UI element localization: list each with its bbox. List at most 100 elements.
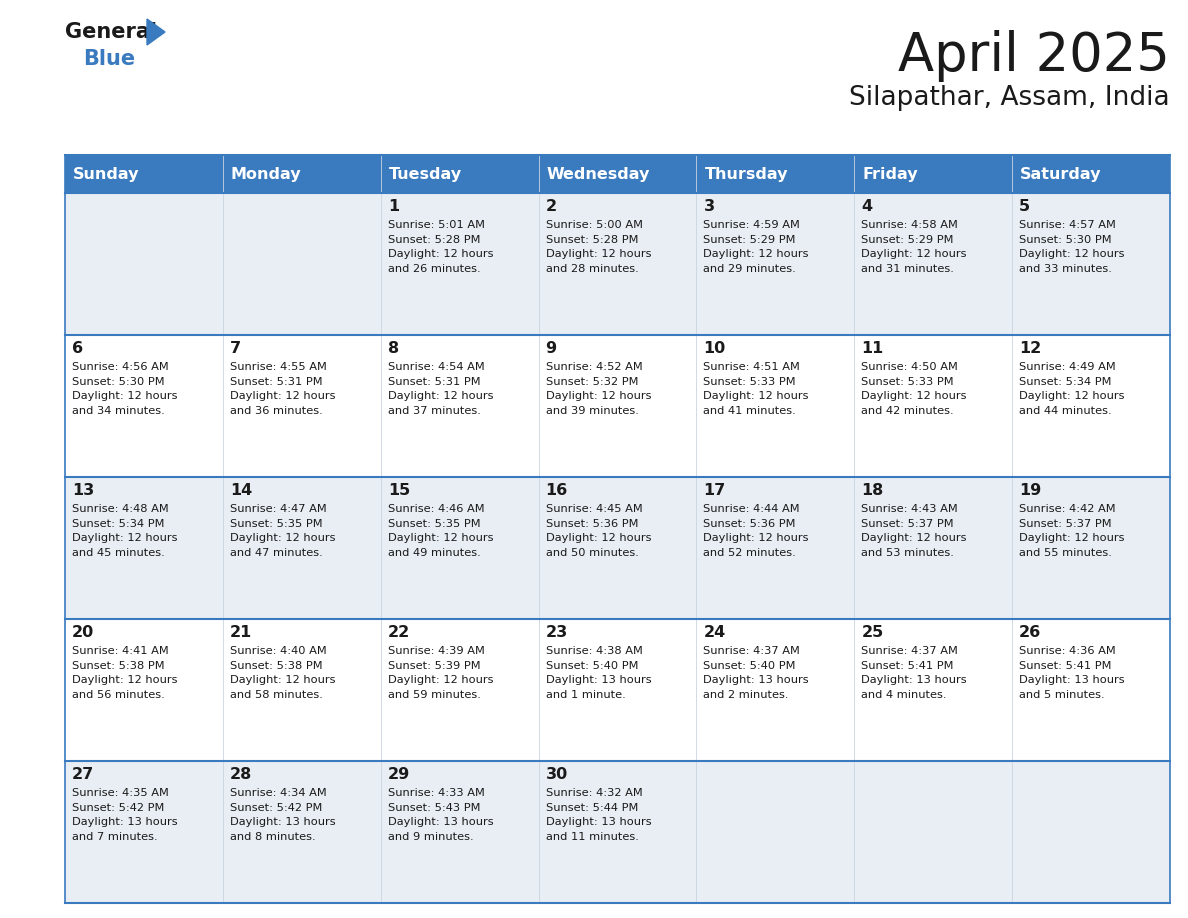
Text: 23: 23: [545, 625, 568, 640]
Text: Daylight: 12 hours: Daylight: 12 hours: [72, 391, 177, 401]
Text: Daylight: 12 hours: Daylight: 12 hours: [229, 391, 335, 401]
Text: Daylight: 12 hours: Daylight: 12 hours: [387, 250, 493, 259]
Text: April 2025: April 2025: [898, 30, 1170, 82]
Text: Daylight: 12 hours: Daylight: 12 hours: [229, 533, 335, 543]
Text: Sunset: 5:40 PM: Sunset: 5:40 PM: [703, 661, 796, 671]
Text: Sunrise: 4:51 AM: Sunrise: 4:51 AM: [703, 363, 801, 373]
Text: and 50 minutes.: and 50 minutes.: [545, 548, 638, 558]
Text: Sunset: 5:35 PM: Sunset: 5:35 PM: [387, 519, 480, 529]
Text: Daylight: 12 hours: Daylight: 12 hours: [861, 250, 967, 259]
Text: Sunset: 5:37 PM: Sunset: 5:37 PM: [1019, 519, 1112, 529]
Text: Sunset: 5:35 PM: Sunset: 5:35 PM: [229, 519, 322, 529]
Text: Sunrise: 4:47 AM: Sunrise: 4:47 AM: [229, 504, 327, 514]
Text: Sunrise: 4:49 AM: Sunrise: 4:49 AM: [1019, 363, 1116, 373]
Text: 10: 10: [703, 341, 726, 356]
Text: Sunset: 5:28 PM: Sunset: 5:28 PM: [545, 235, 638, 245]
Text: Sunset: 5:42 PM: Sunset: 5:42 PM: [229, 802, 322, 812]
Text: Daylight: 12 hours: Daylight: 12 hours: [703, 250, 809, 259]
Text: and 55 minutes.: and 55 minutes.: [1019, 548, 1112, 558]
Text: Sunrise: 4:46 AM: Sunrise: 4:46 AM: [387, 504, 485, 514]
Text: 19: 19: [1019, 483, 1042, 498]
Text: and 39 minutes.: and 39 minutes.: [545, 406, 638, 416]
Text: Sunset: 5:41 PM: Sunset: 5:41 PM: [861, 661, 954, 671]
Text: Monday: Monday: [230, 166, 302, 182]
Text: and 7 minutes.: and 7 minutes.: [72, 832, 158, 842]
Text: and 31 minutes.: and 31 minutes.: [861, 263, 954, 274]
Text: Daylight: 12 hours: Daylight: 12 hours: [861, 533, 967, 543]
Text: Sunrise: 4:58 AM: Sunrise: 4:58 AM: [861, 220, 959, 230]
Text: Sunset: 5:39 PM: Sunset: 5:39 PM: [387, 661, 480, 671]
Bar: [65, 193, 1170, 335]
Text: Sunset: 5:34 PM: Sunset: 5:34 PM: [72, 519, 164, 529]
Text: Daylight: 13 hours: Daylight: 13 hours: [861, 676, 967, 685]
Text: Sunset: 5:31 PM: Sunset: 5:31 PM: [229, 376, 322, 386]
Text: Sunrise: 4:44 AM: Sunrise: 4:44 AM: [703, 504, 800, 514]
Text: 13: 13: [72, 483, 94, 498]
Text: Sunset: 5:32 PM: Sunset: 5:32 PM: [545, 376, 638, 386]
Text: Sunset: 5:29 PM: Sunset: 5:29 PM: [861, 235, 954, 245]
Text: Sunrise: 4:45 AM: Sunrise: 4:45 AM: [545, 504, 643, 514]
Text: Sunrise: 4:43 AM: Sunrise: 4:43 AM: [861, 504, 958, 514]
Text: Daylight: 12 hours: Daylight: 12 hours: [72, 533, 177, 543]
Text: Sunset: 5:37 PM: Sunset: 5:37 PM: [861, 519, 954, 529]
Text: and 5 minutes.: and 5 minutes.: [1019, 689, 1105, 700]
Text: Daylight: 12 hours: Daylight: 12 hours: [387, 391, 493, 401]
Text: Daylight: 12 hours: Daylight: 12 hours: [72, 676, 177, 685]
Text: Daylight: 13 hours: Daylight: 13 hours: [72, 817, 178, 827]
Text: and 49 minutes.: and 49 minutes.: [387, 548, 480, 558]
Text: Daylight: 12 hours: Daylight: 12 hours: [703, 533, 809, 543]
Bar: [538, 155, 696, 193]
Text: 24: 24: [703, 625, 726, 640]
Text: and 44 minutes.: and 44 minutes.: [1019, 406, 1112, 416]
Text: 15: 15: [387, 483, 410, 498]
Text: Sunrise: 4:37 AM: Sunrise: 4:37 AM: [703, 646, 801, 656]
Text: and 36 minutes.: and 36 minutes.: [229, 406, 323, 416]
Text: 25: 25: [861, 625, 884, 640]
Text: Sunset: 5:36 PM: Sunset: 5:36 PM: [545, 519, 638, 529]
Text: Blue: Blue: [83, 49, 135, 69]
Text: 8: 8: [387, 341, 399, 356]
Text: and 28 minutes.: and 28 minutes.: [545, 263, 638, 274]
Text: Saturday: Saturday: [1020, 166, 1101, 182]
Bar: [1012, 155, 1170, 193]
Text: Sunrise: 5:01 AM: Sunrise: 5:01 AM: [387, 220, 485, 230]
Text: and 1 minute.: and 1 minute.: [545, 689, 625, 700]
Text: 28: 28: [229, 767, 252, 782]
Bar: [380, 155, 538, 193]
Text: Daylight: 12 hours: Daylight: 12 hours: [545, 250, 651, 259]
Text: Sunset: 5:38 PM: Sunset: 5:38 PM: [229, 661, 322, 671]
Bar: [65, 761, 1170, 903]
Text: Sunset: 5:38 PM: Sunset: 5:38 PM: [72, 661, 165, 671]
Bar: [65, 155, 223, 193]
Text: and 29 minutes.: and 29 minutes.: [703, 263, 796, 274]
Text: Sunset: 5:33 PM: Sunset: 5:33 PM: [703, 376, 796, 386]
Text: Sunrise: 4:48 AM: Sunrise: 4:48 AM: [72, 504, 169, 514]
Text: 14: 14: [229, 483, 252, 498]
Text: and 58 minutes.: and 58 minutes.: [229, 689, 323, 700]
Text: 9: 9: [545, 341, 557, 356]
Text: Sunrise: 4:36 AM: Sunrise: 4:36 AM: [1019, 646, 1116, 656]
Text: Wednesday: Wednesday: [546, 166, 650, 182]
Text: and 45 minutes.: and 45 minutes.: [72, 548, 165, 558]
Text: Sunrise: 4:52 AM: Sunrise: 4:52 AM: [545, 363, 643, 373]
Text: Sunrise: 4:34 AM: Sunrise: 4:34 AM: [229, 789, 327, 799]
Text: 18: 18: [861, 483, 884, 498]
Text: Daylight: 13 hours: Daylight: 13 hours: [545, 676, 651, 685]
Text: Sunrise: 4:56 AM: Sunrise: 4:56 AM: [72, 363, 169, 373]
Text: Sunset: 5:36 PM: Sunset: 5:36 PM: [703, 519, 796, 529]
Text: and 33 minutes.: and 33 minutes.: [1019, 263, 1112, 274]
Text: Sunset: 5:30 PM: Sunset: 5:30 PM: [72, 376, 165, 386]
Text: 5: 5: [1019, 199, 1030, 214]
Text: Sunrise: 4:42 AM: Sunrise: 4:42 AM: [1019, 504, 1116, 514]
Text: Sunset: 5:40 PM: Sunset: 5:40 PM: [545, 661, 638, 671]
Text: Daylight: 13 hours: Daylight: 13 hours: [387, 817, 493, 827]
Bar: [65, 335, 1170, 477]
Bar: [65, 619, 1170, 761]
Text: Sunset: 5:28 PM: Sunset: 5:28 PM: [387, 235, 480, 245]
Polygon shape: [147, 19, 165, 45]
Text: Sunrise: 4:57 AM: Sunrise: 4:57 AM: [1019, 220, 1116, 230]
Text: and 41 minutes.: and 41 minutes.: [703, 406, 796, 416]
Text: General: General: [65, 22, 157, 42]
Text: 27: 27: [72, 767, 94, 782]
Text: Daylight: 12 hours: Daylight: 12 hours: [387, 676, 493, 685]
